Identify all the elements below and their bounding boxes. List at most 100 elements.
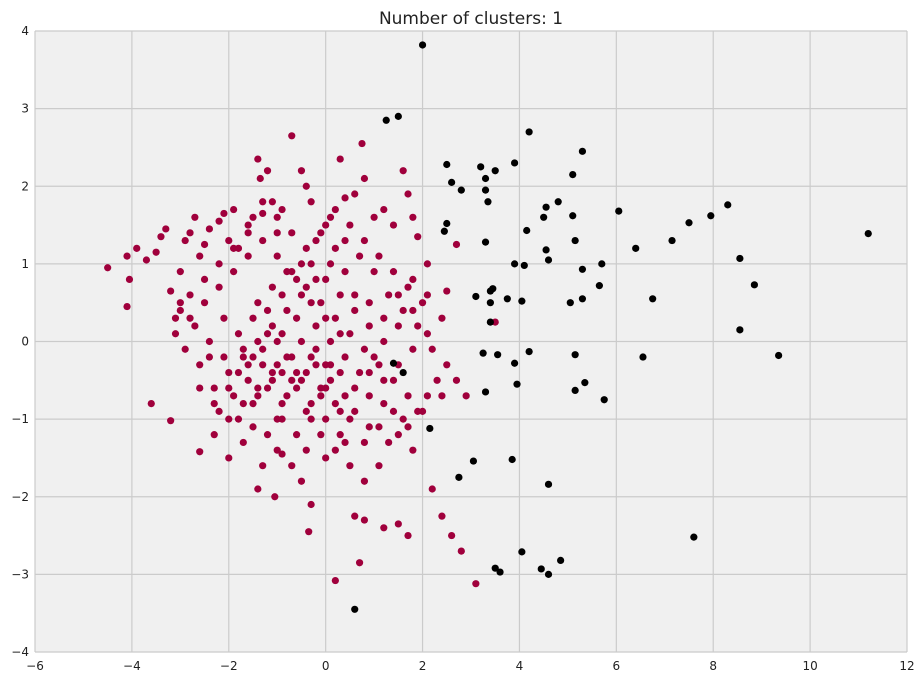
noise-point-45 (566, 299, 574, 307)
cluster-point-35 (263, 167, 272, 175)
cluster-point-99 (312, 275, 320, 283)
cluster-point-116 (273, 252, 281, 260)
cluster-point-202 (293, 431, 301, 439)
noise-point-6 (477, 163, 485, 171)
cluster-point-245 (278, 330, 286, 338)
cluster-point-20 (200, 240, 209, 249)
x-tick-label-6: 6 (613, 659, 621, 673)
cluster-point-125 (404, 392, 412, 400)
cluster-point-163 (288, 229, 296, 237)
x-tick-label-3: 0 (322, 659, 330, 673)
noise-point-42 (486, 299, 494, 307)
cluster-point-122 (360, 345, 369, 353)
cluster-point-204 (322, 384, 330, 392)
cluster-point-256 (297, 260, 306, 268)
cluster-point-211 (375, 462, 383, 470)
cluster-point-214 (331, 446, 339, 454)
noise-point-22 (523, 226, 531, 235)
noise-point-68 (455, 473, 463, 481)
x-tick-label-7: 8 (709, 659, 717, 673)
noise-point-44 (518, 297, 526, 305)
cluster-point-10 (167, 417, 175, 425)
cluster-point-53 (358, 139, 366, 148)
cluster-point-108 (181, 345, 189, 353)
cluster-point-134 (273, 337, 281, 346)
cluster-point-236 (312, 345, 320, 353)
cluster-point-201 (278, 415, 286, 423)
noise-point-3 (525, 128, 533, 136)
cluster-point-77 (331, 576, 339, 585)
cluster-point-22 (210, 431, 218, 439)
cluster-point-18 (196, 252, 204, 260)
cluster-point-23 (215, 217, 223, 225)
cluster-point-93 (399, 306, 407, 315)
cluster-point-81 (297, 477, 306, 485)
cluster-point-85 (385, 438, 393, 447)
cluster-point-68 (457, 547, 465, 555)
cluster-point-269 (404, 423, 412, 431)
cluster-point-144 (307, 400, 315, 408)
cluster-point-183 (351, 306, 359, 315)
cluster-point-88 (423, 392, 431, 400)
cluster-point-253 (254, 299, 262, 307)
cluster-point-51 (341, 194, 349, 202)
cluster-point-9 (147, 400, 155, 408)
cluster-point-101 (283, 306, 291, 315)
cluster-point-109 (171, 330, 180, 338)
cluster-point-112 (215, 283, 223, 291)
y-tick-label-0: −4 (11, 645, 29, 659)
cluster-point-153 (438, 314, 446, 322)
cluster-point-4 (133, 244, 141, 252)
cluster-point-124 (389, 376, 398, 384)
noise-point-74 (537, 565, 545, 573)
cluster-point-31 (249, 213, 257, 221)
cluster-point-27 (230, 205, 238, 214)
cluster-point-72 (404, 531, 412, 540)
cluster-point-234 (273, 361, 281, 369)
cluster-point-73 (394, 520, 402, 528)
cluster-point-15 (181, 236, 189, 245)
cluster-point-232 (244, 361, 252, 369)
cluster-point-40 (278, 450, 286, 458)
cluster-point-154 (418, 299, 427, 307)
noise-point-17 (615, 207, 623, 215)
cluster-point-98 (326, 260, 335, 268)
cluster-point-248 (322, 314, 330, 322)
cluster-point-45 (297, 167, 306, 175)
noise-point-11 (457, 186, 465, 194)
cluster-point-113 (230, 268, 238, 276)
cluster-point-52 (351, 190, 359, 198)
noise-point-18 (569, 212, 577, 220)
cluster-point-47 (307, 198, 315, 206)
cluster-point-224 (293, 368, 301, 377)
cluster-point-86 (399, 415, 407, 423)
noise-point-25 (542, 246, 550, 254)
cluster-point-185 (380, 337, 388, 346)
cluster-point-39 (288, 132, 296, 140)
x-tick-label-5: 4 (516, 659, 524, 673)
cluster-point-2 (125, 275, 134, 283)
cluster-point-208 (380, 400, 388, 408)
cluster-point-16 (186, 229, 194, 237)
cluster-point-3 (123, 302, 131, 311)
data-points (104, 41, 872, 613)
cluster-point-242 (205, 353, 213, 361)
cluster-point-141 (263, 384, 272, 392)
cluster-point-105 (225, 368, 233, 377)
cluster-point-162 (302, 244, 310, 252)
noise-point-0 (418, 41, 427, 49)
cluster-point-241 (220, 314, 228, 322)
cluster-point-205 (336, 368, 344, 377)
noise-point-66 (469, 457, 478, 465)
cluster-point-79 (305, 528, 313, 536)
cluster-point-172 (191, 322, 199, 330)
cluster-point-155 (404, 283, 412, 291)
cluster-point-192 (312, 322, 320, 330)
noise-point-30 (724, 201, 732, 209)
cluster-point-203 (307, 415, 315, 423)
cluster-point-119 (317, 299, 325, 307)
cluster-point-32 (254, 155, 262, 163)
noise-point-34 (520, 261, 528, 270)
cluster-point-75 (360, 516, 369, 524)
cluster-point-264 (409, 275, 417, 283)
